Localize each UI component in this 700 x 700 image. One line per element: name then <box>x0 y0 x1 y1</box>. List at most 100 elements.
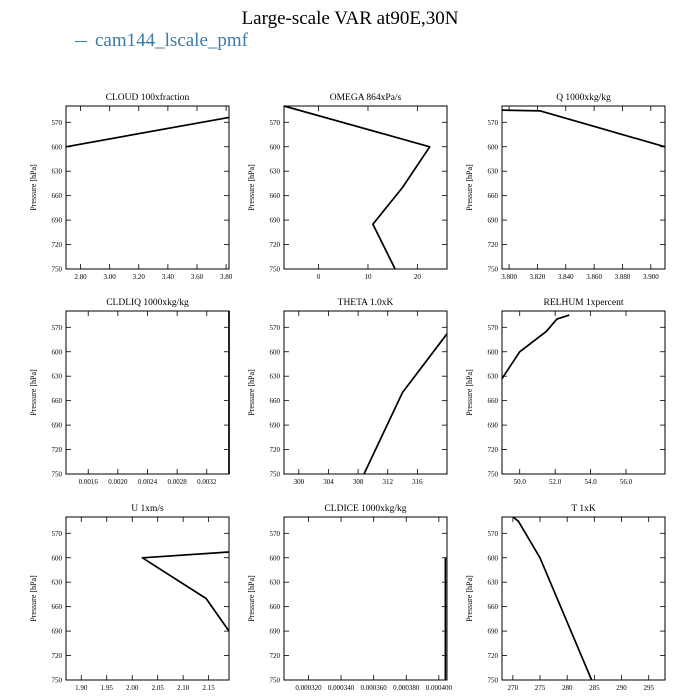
y-tick-label: 690 <box>488 217 499 225</box>
y-tick-label: 630 <box>270 168 281 176</box>
x-tick-label: 2.15 <box>203 684 216 692</box>
x-tick-label: 3.40 <box>162 273 175 281</box>
x-tick-label: 0.0020 <box>108 478 128 486</box>
x-tick-label: 3.860 <box>586 273 602 281</box>
y-tick-label: 750 <box>52 677 63 685</box>
y-tick-label: 600 <box>488 143 499 151</box>
y-tick-label: 660 <box>52 397 63 405</box>
profile-line <box>501 109 666 148</box>
x-tick-label: 316 <box>412 478 423 486</box>
x-tick-label: 3.900 <box>643 273 659 281</box>
chart-panel-5: THETA 1.0xK 570 600 630 660 690 720 750 300 304 30… <box>247 298 448 486</box>
chart-panel-4: CLDLIQ 1000xkg/kg 570 600 630 660 690 720 750 0.… <box>29 298 230 486</box>
x-tick-label: 2.05 <box>152 684 165 692</box>
chart-panel-6: RELHUM 1xpercent 570 600 630 660 690 720 750 50.… <box>465 298 666 486</box>
y-tick-label: 720 <box>488 241 499 249</box>
plot-frame <box>283 516 448 681</box>
y-tick-label: 630 <box>270 373 281 381</box>
panel-title: CLOUD 100xfraction <box>106 92 190 103</box>
y-tick-label: 630 <box>52 579 63 587</box>
y-axis-label: Pressure [hPa] <box>29 575 38 622</box>
x-tick-label: 1.90 <box>75 684 88 692</box>
profile-line <box>283 105 431 270</box>
y-tick-label: 660 <box>270 603 281 611</box>
profile-line <box>141 551 230 632</box>
x-tick-label: 0.000400 <box>426 684 453 692</box>
x-tick-label: 0.0016 <box>79 478 99 486</box>
x-tick-label: 0 <box>317 273 321 281</box>
y-tick-label: 570 <box>52 324 63 332</box>
y-tick-label: 570 <box>488 119 499 127</box>
x-tick-label: 0.000360 <box>361 684 388 692</box>
plot-frame <box>501 310 666 475</box>
x-tick-label: 20 <box>414 273 422 281</box>
y-tick-label: 750 <box>52 471 63 479</box>
y-tick-label: 630 <box>52 168 63 176</box>
y-tick-label: 690 <box>52 217 63 225</box>
x-tick-label: 0.000380 <box>393 684 420 692</box>
y-tick-label: 600 <box>488 554 499 562</box>
panel-title: THETA 1.0xK <box>338 298 394 308</box>
x-tick-label: 270 <box>508 684 519 692</box>
profile-line <box>501 314 570 380</box>
profile-line <box>363 333 448 475</box>
chart-panel-2: OMEGA 864xPa/s 570 600 630 660 690 720 750 0 10 20… <box>247 93 448 281</box>
chart-panel-7: U 1xm/s 570 600 630 660 690 720 750 1.90 1.95 2.00… <box>29 504 230 692</box>
x-tick-label: 2.80 <box>74 273 87 281</box>
x-tick-label: 304 <box>323 478 334 486</box>
x-tick-label: 308 <box>353 478 364 486</box>
y-tick-label: 720 <box>52 446 63 454</box>
profile-line <box>65 116 230 148</box>
y-tick-label: 600 <box>52 348 63 356</box>
y-tick-label: 750 <box>488 677 499 685</box>
x-tick-label: 295 <box>643 684 654 692</box>
y-tick-label: 720 <box>270 446 281 454</box>
x-tick-label: 52.0 <box>549 478 562 486</box>
chart-panel-8: CLDICE 1000xkg/kg 570 600 630 660 690 720 750 0.… <box>247 504 452 692</box>
x-tick-label: 0.000320 <box>295 684 322 692</box>
x-tick-label: 10 <box>364 273 372 281</box>
x-tick-label: 3.20 <box>133 273 146 281</box>
y-tick-label: 570 <box>52 119 63 127</box>
y-axis-label: Pressure [hPa] <box>465 575 474 622</box>
y-tick-label: 660 <box>488 192 499 200</box>
plot-frame <box>65 310 230 475</box>
y-tick-label: 600 <box>270 554 281 562</box>
y-tick-label: 720 <box>270 652 281 660</box>
plot-frame <box>501 105 666 270</box>
plot-frame <box>65 105 230 270</box>
y-tick-label: 600 <box>52 143 63 151</box>
y-tick-label: 600 <box>52 554 63 562</box>
chart-panel-1: CLOUD 100xfraction 570 600 630 660 690 720 750 2… <box>29 92 233 281</box>
plot-frame <box>283 310 448 475</box>
y-tick-label: 570 <box>52 530 63 538</box>
panel-title: U 1xm/s <box>131 504 164 514</box>
y-tick-label: 720 <box>270 241 281 249</box>
x-tick-label: 2.00 <box>126 684 139 692</box>
y-tick-label: 690 <box>270 628 281 636</box>
y-tick-label: 660 <box>52 603 63 611</box>
y-tick-label: 570 <box>270 324 281 332</box>
x-tick-label: 3.820 <box>530 273 546 281</box>
x-tick-label: 3.60 <box>191 273 204 281</box>
y-tick-label: 570 <box>488 324 499 332</box>
x-tick-label: 3.800 <box>501 273 517 281</box>
profile-line <box>512 516 593 681</box>
legend: cam144_lscale_pmf <box>75 30 248 52</box>
y-axis-label: Pressure [hPa] <box>247 575 256 622</box>
y-tick-label: 630 <box>488 579 499 587</box>
x-tick-label: 280 <box>562 684 573 692</box>
y-tick-label: 750 <box>270 266 281 274</box>
x-tick-label: 0.000340 <box>328 684 355 692</box>
y-tick-label: 690 <box>52 628 63 636</box>
x-tick-label: 300 <box>294 478 305 486</box>
panel-title: OMEGA 864xPa/s <box>330 93 402 103</box>
y-tick-label: 720 <box>488 652 499 660</box>
figure-title: Large-scale VAR at90E,30N <box>241 8 459 29</box>
y-tick-label: 600 <box>270 348 281 356</box>
y-axis-label: Pressure [hPa] <box>465 164 474 211</box>
y-tick-label: 750 <box>270 471 281 479</box>
y-tick-label: 630 <box>270 579 281 587</box>
y-tick-label: 600 <box>488 348 499 356</box>
